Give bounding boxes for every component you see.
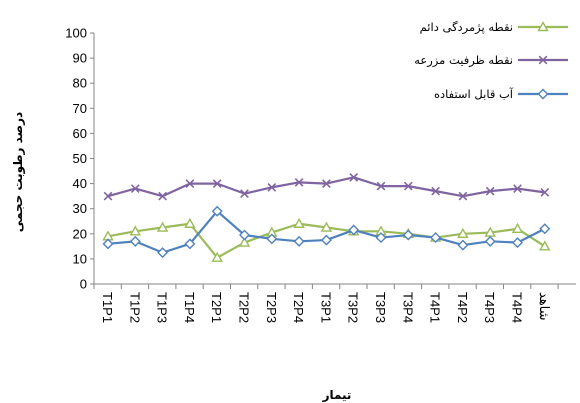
data-point-triangle: [537, 21, 549, 32]
series-line: [107, 210, 546, 254]
data-point-triangle: [293, 217, 305, 228]
data-point-diamond: [484, 235, 496, 247]
x-tick-label: T4P2: [455, 292, 470, 323]
y-axis: 0 10 20 30 40 50 60 70 80 90 100: [65, 26, 95, 292]
data-point-x: [130, 184, 140, 193]
data-point-diamond: [320, 234, 332, 246]
legend-label: نقطه پژمردگی دائم: [420, 20, 513, 35]
legend: نقطه پژمردگی دائم نقطه ظرفیت مزرعه آب قابل…: [414, 20, 568, 101]
x-axis: T1P1 T1P2 T1P3 T1P4 T2P1 T2P2 T2P3 T2P4 T3P1 T3P2…: [93, 283, 576, 323]
x-tick-label: T1P4: [182, 292, 197, 323]
x-tick-label: T2P2: [237, 292, 252, 323]
x-tick-label: T3P1: [318, 292, 333, 323]
y-tick-label: 80: [73, 76, 87, 91]
y-tick-label: 0: [80, 277, 87, 292]
data-point-diamond: [537, 88, 549, 100]
y-tick-label: 40: [73, 176, 87, 191]
data-point-diamond: [348, 224, 360, 236]
data-point-x: [403, 181, 413, 191]
x-tick-label: T4P3: [482, 292, 497, 323]
data-point-diamond: [102, 238, 114, 250]
data-point-x: [540, 188, 550, 197]
data-point-x: [485, 186, 495, 196]
data-point-diamond: [266, 233, 278, 245]
data-point-diamond: [211, 205, 223, 217]
data-point-diamond: [402, 229, 414, 241]
data-point-x: [349, 172, 359, 182]
data-point-triangle: [539, 240, 551, 251]
x-tick-label: T3P2: [346, 292, 361, 323]
data-point-diamond: [293, 235, 305, 247]
x-tick-label: T2P1: [209, 292, 224, 323]
data-point-triangle: [238, 236, 251, 247]
y-axis-title: درصد رطوبت حجمی: [11, 112, 26, 232]
x-tick-label: T2P4: [291, 292, 306, 323]
series-line: [107, 176, 545, 198]
data-point-x: [294, 177, 304, 187]
data-point-diamond: [539, 223, 551, 235]
y-tick-label: 70: [73, 101, 87, 116]
legend-label: نقطه ظرفیت مزرعه: [414, 53, 513, 68]
data-point-diamond: [129, 235, 141, 247]
y-tick-label: 30: [73, 201, 87, 216]
data-point-x: [212, 179, 222, 188]
series-group: [102, 172, 551, 262]
data-point-triangle: [511, 222, 524, 233]
x-tick-label: شاهد: [537, 292, 552, 321]
y-tick-label: 20: [73, 226, 87, 241]
x-tick-label: T1P2: [127, 292, 142, 323]
data-point-triangle: [320, 221, 333, 232]
y-tick-label: 90: [73, 51, 87, 66]
data-point-triangle: [457, 227, 469, 239]
data-point-diamond: [457, 239, 469, 251]
x-tick-label: T3P4: [400, 292, 415, 323]
data-point-diamond: [239, 229, 250, 241]
x-tick-label: T2P3: [264, 292, 279, 323]
data-point-diamond: [430, 232, 442, 244]
data-point-x: [376, 181, 386, 191]
data-point-x: [431, 186, 440, 196]
x-axis-title: تیمار: [322, 388, 352, 402]
x-tick-label: T1P1: [100, 292, 115, 323]
data-point-x: [458, 191, 468, 201]
y-tick-label: 50: [73, 151, 87, 166]
data-point-diamond: [157, 247, 169, 259]
x-tick-label: T3P3: [373, 292, 388, 323]
y-tick-label: 10: [73, 251, 87, 266]
data-point-triangle: [184, 217, 196, 228]
data-point-x: [240, 189, 249, 199]
data-point-triangle: [211, 251, 223, 262]
data-point-x: [538, 55, 548, 65]
data-point-x: [322, 179, 331, 188]
legend-label: آب قابل استفاده: [434, 87, 514, 101]
data-point-triangle: [156, 221, 169, 232]
y-tick-label: 100: [65, 26, 87, 41]
data-point-x: [513, 184, 522, 193]
x-tick-label: T1P3: [155, 292, 170, 323]
data-point-x: [267, 182, 277, 192]
data-point-diamond: [184, 238, 196, 250]
data-point-x: [185, 179, 195, 188]
data-point-x: [158, 191, 167, 201]
data-point-diamond: [375, 232, 387, 244]
y-tick-label: 60: [73, 126, 87, 141]
x-tick-label: T4P4: [510, 292, 525, 323]
data-point-triangle: [129, 225, 141, 236]
data-point-diamond: [512, 237, 523, 249]
data-point-x: [103, 191, 113, 201]
x-tick-label: T4P1: [428, 292, 443, 323]
